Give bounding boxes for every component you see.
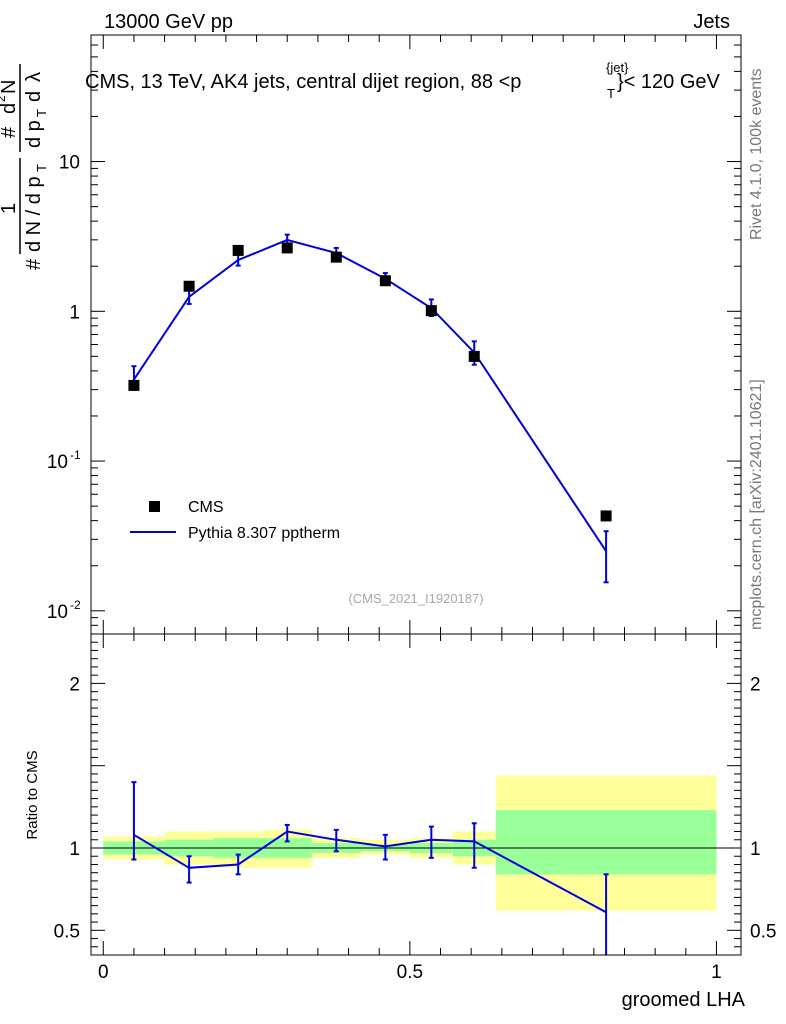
svg-text:λ: λ (23, 72, 45, 82)
svg-text:d N / d p: d N / d p (23, 176, 45, 252)
legend: CMS Pythia 8.307 pptherm (130, 499, 340, 542)
ratio-ytick-label-left-0: 0.5 (54, 921, 80, 942)
svg-text:d: d (0, 103, 20, 114)
top-ytick-label-1: 10 (47, 452, 68, 473)
top-data-point-8 (600, 510, 612, 522)
svg-text:CMS, 13 TeV, AK4 jets, central: CMS, 13 TeV, AK4 jets, central dijet reg… (85, 71, 521, 93)
ratio-ytick-label-right-2: 2 (750, 674, 761, 695)
legend-mc-label: Pythia 8.307 pptherm (188, 525, 340, 542)
svg-text:N: N (0, 80, 20, 94)
ratio-ytick-label-left-1: 1 (69, 839, 80, 860)
title-sub: T (607, 86, 615, 101)
ratio-xtick-label-2: 1 (711, 962, 722, 983)
top-data-point-5 (379, 275, 391, 287)
mcplots-label: mcplots.cern.ch [arXiv:2401.10621] (748, 379, 765, 630)
top-ytick-exponent-0: -2 (70, 598, 81, 612)
svg-text:T: T (34, 109, 49, 117)
ratio-ytick-label-left-2: 2 (69, 674, 80, 695)
svg-text:d p: d p (23, 120, 45, 148)
top-panel-frame (90, 34, 742, 635)
ratio-xtick-label-1: 0.5 (397, 962, 423, 983)
svg-text:#: # (0, 126, 20, 138)
top-data-point-6 (425, 305, 437, 317)
top-data-point-4 (330, 251, 342, 263)
top-ylabel: # d N / d p T 1 d p T d λ # d 2 N (0, 64, 49, 270)
top-ytick-label-3: 10 (59, 153, 80, 174)
legend-data-marker (149, 501, 160, 512)
svg-text:#: # (23, 258, 45, 270)
ratio-panel: 0 0.5 1 0.5 0.5 1 1 2 2 (54, 633, 776, 983)
top-ytick-exponent-1: -1 (70, 448, 81, 462)
title-sup: {jet} (606, 60, 629, 75)
ratio-xtick-label-0: 0 (98, 962, 109, 983)
ratio-xlabel: groomed LHA (622, 989, 746, 1011)
legend-data-label: CMS (188, 499, 224, 516)
rivet-label: Rivet 4.1.0, 100k events (748, 68, 765, 240)
top-title: CMS, 13 TeV, AK4 jets, central dijet reg… (85, 60, 721, 101)
svg-text:T: T (34, 164, 49, 172)
ratio-band-inner-8 (495, 810, 717, 875)
ratio-panel-frame (90, 633, 742, 956)
top-data-point-7 (468, 350, 480, 362)
analysis-watermark: (CMS_2021_I1920187) (348, 591, 483, 606)
top-ytick-label-0: 10 (47, 602, 68, 623)
svg-text:d: d (23, 91, 45, 102)
top-ytick-label-2: 1 (69, 302, 80, 323)
header-right: Jets (693, 11, 730, 33)
top-data-point-1 (183, 280, 195, 292)
top-data-point-0 (128, 379, 140, 391)
ratio-ytick-label-right-1: 1 (750, 839, 761, 860)
ratio-ylabel: Ratio to CMS (24, 750, 41, 839)
top-data-point-2 (232, 244, 244, 256)
svg-text:2: 2 (0, 95, 8, 102)
top-data-point-3 (281, 242, 293, 254)
header-left: 13000 GeV pp (104, 11, 233, 33)
ratio-ytick-label-right-0: 0.5 (750, 921, 776, 942)
title-prefix: CMS, 13 TeV, AK4 jets, central dijet reg… (85, 71, 521, 93)
svg-text:1: 1 (0, 203, 20, 214)
title-suffix: }< 120 GeV (617, 71, 721, 93)
